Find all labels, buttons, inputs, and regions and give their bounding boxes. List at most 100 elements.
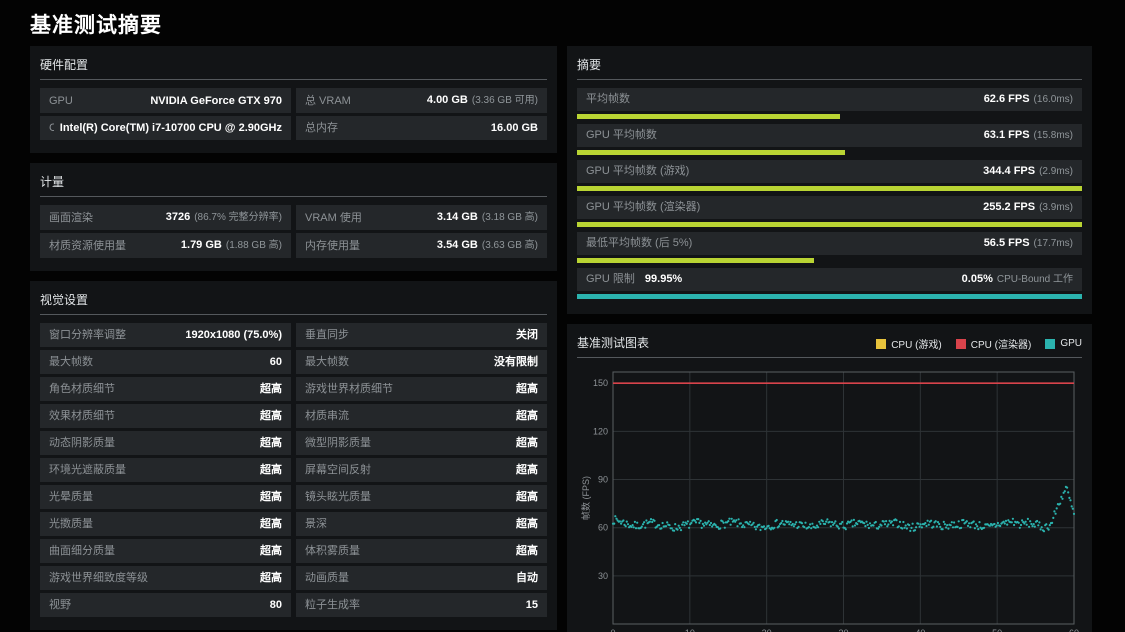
summary-row-left: GPU 限制 99.95% bbox=[586, 272, 682, 287]
cell-label: 曲面细分质量 bbox=[49, 545, 115, 557]
summary-bar bbox=[577, 258, 815, 263]
cell-value: 4.00 GB bbox=[426, 94, 468, 106]
hardware-panel: 硬件配置 GPU NVIDIA GeForce GTX 970 总 VRAM 4… bbox=[30, 46, 557, 153]
summary-label: GPU 平均帧数 (游戏) bbox=[586, 165, 690, 177]
cell-value: 超高 bbox=[260, 545, 282, 557]
legend-label: CPU (渲染器) bbox=[970, 340, 1032, 351]
cell-label: 角色材质细节 bbox=[49, 383, 115, 395]
data-row: 光擞质量 超高 景深 超高 bbox=[40, 512, 547, 536]
summary-bar bbox=[577, 150, 845, 155]
data-cell-right: 动画质量 自动 bbox=[296, 566, 547, 590]
summary-bar-track bbox=[577, 222, 1082, 227]
summary-row-line: GPU 平均帧数 63.1 FPS (15.8ms) bbox=[577, 124, 1082, 147]
summary-label: GPU 平均帧数 (渲染器) bbox=[586, 201, 701, 213]
summary-note: (2.9ms) bbox=[1039, 166, 1073, 177]
data-row: 曲面细分质量 超高 体积雾质量 超高 bbox=[40, 539, 547, 563]
cell-label: 游戏世界材质细节 bbox=[305, 383, 393, 395]
cell-value: 3726 bbox=[165, 211, 191, 223]
cell-value: 超高 bbox=[260, 491, 282, 503]
cell-values: 自动 bbox=[516, 571, 538, 585]
data-row: 视野 80 粒子生成率 15 bbox=[40, 593, 547, 617]
summary-values: 255.2 FPS (3.9ms) bbox=[983, 200, 1073, 215]
cell-label: 微型阴影质量 bbox=[305, 437, 371, 449]
summary-row-left: GPU 平均帧数 (渲染器) bbox=[586, 200, 700, 215]
summary-row: 平均帧数 62.6 FPS (16.0ms) bbox=[577, 88, 1082, 119]
cell-values: 超高 bbox=[260, 571, 282, 585]
data-cell-right: 体积雾质量 超高 bbox=[296, 539, 547, 563]
cell-value: 80 bbox=[269, 599, 282, 611]
cell-label: 最大帧数 bbox=[49, 356, 93, 368]
svg-text:60: 60 bbox=[1069, 628, 1079, 632]
legend-label: GPU bbox=[1060, 338, 1082, 349]
data-cell-right: 总 VRAM 4.00 GB (3.36 GB 可用) bbox=[296, 88, 547, 113]
svg-text:帧数 (FPS): 帧数 (FPS) bbox=[580, 476, 591, 520]
cell-value: 15 bbox=[525, 599, 538, 611]
cell-note: (3.18 GB 高) bbox=[481, 212, 538, 223]
cell-values: 超高 bbox=[516, 463, 538, 477]
data-cell-left: 窗口分辨率调整 1920x1080 (75.0%) bbox=[40, 323, 291, 347]
summary-values: 63.1 FPS (15.8ms) bbox=[984, 128, 1073, 143]
cell-value: 关闭 bbox=[516, 329, 538, 341]
summary-label: GPU 平均帧数 bbox=[586, 129, 657, 141]
cell-note: (3.36 GB 可用) bbox=[471, 95, 538, 106]
content: 硬件配置 GPU NVIDIA GeForce GTX 970 总 VRAM 4… bbox=[0, 46, 1125, 632]
data-row: 画面渲染 3726 (86.7% 完整分辨率) VRAM 使用 3.14 GB (3… bbox=[40, 205, 547, 230]
chart-header: 基准测试图表 CPU (游戏) CPU (渲染器) GPU bbox=[577, 332, 1082, 358]
summary-panel: 摘要 平均帧数 62.6 FPS (16.0ms) GPU 平均帧数 63.1 F… bbox=[567, 46, 1092, 314]
svg-text:10: 10 bbox=[685, 628, 695, 632]
data-cell-left: 环境光遮蔽质量 超高 bbox=[40, 458, 291, 482]
summary-inline-value: 99.95% bbox=[644, 273, 683, 285]
data-row: 游戏世界细致度等级 超高 动画质量 自动 bbox=[40, 566, 547, 590]
cell-values: 3726 (86.7% 完整分辨率) bbox=[166, 210, 282, 225]
cell-value: 超高 bbox=[516, 410, 538, 422]
cell-value: 超高 bbox=[516, 545, 538, 557]
data-cell-left: GPU NVIDIA GeForce GTX 970 bbox=[40, 88, 291, 113]
cell-values: 1.79 GB (1.88 GB 高) bbox=[181, 238, 282, 253]
data-cell-left: 视野 80 bbox=[40, 593, 291, 617]
cell-label: 体积雾质量 bbox=[305, 545, 360, 557]
cell-value: 1.79 GB bbox=[180, 239, 222, 251]
cell-values: 超高 bbox=[260, 463, 282, 477]
data-row: 最大帧数 60 最大帧数 没有限制 bbox=[40, 350, 547, 374]
cell-values: 1920x1080 (75.0%) bbox=[185, 328, 282, 342]
chart-panel: 基准测试图表 CPU (游戏) CPU (渲染器) GPU 30 60 90 120 1… bbox=[567, 324, 1092, 632]
summary-row-line: 平均帧数 62.6 FPS (16.0ms) bbox=[577, 88, 1082, 111]
cell-label: 材质串流 bbox=[305, 410, 349, 422]
data-cell-right: 内存使用量 3.54 GB (3.63 GB 高) bbox=[296, 233, 547, 258]
visual-settings-rows: 窗口分辨率调整 1920x1080 (75.0%) 垂直同步 关闭 最大帧数 6… bbox=[40, 323, 547, 617]
summary-row-line: 最低平均帧数 (后 5%) 56.5 FPS (17.7ms) bbox=[577, 232, 1082, 255]
cell-values: 超高 bbox=[260, 517, 282, 531]
cell-label: 最大帧数 bbox=[305, 356, 349, 368]
cell-value: 超高 bbox=[516, 518, 538, 530]
cell-label: 光擞质量 bbox=[49, 518, 93, 530]
cell-values: 超高 bbox=[516, 544, 538, 558]
data-cell-left: 材质资源使用量 1.79 GB (1.88 GB 高) bbox=[40, 233, 291, 258]
data-row: 窗口分辨率调整 1920x1080 (75.0%) 垂直同步 关闭 bbox=[40, 323, 547, 347]
cell-value: 超高 bbox=[516, 437, 538, 449]
data-row: 环境光遮蔽质量 超高 屏幕空间反射 超高 bbox=[40, 458, 547, 482]
cell-value: 自动 bbox=[516, 572, 538, 584]
summary-bar-track bbox=[577, 186, 1082, 191]
data-row: 角色材质细节 超高 游戏世界材质细节 超高 bbox=[40, 377, 547, 401]
legend-item: GPU bbox=[1045, 338, 1082, 349]
summary-label: GPU 限制 bbox=[586, 273, 635, 285]
svg-text:20: 20 bbox=[762, 628, 772, 632]
cell-label: 内存使用量 bbox=[305, 239, 360, 252]
cell-value: 3.54 GB bbox=[436, 239, 478, 251]
svg-text:120: 120 bbox=[593, 426, 608, 436]
cell-label: 效果材质细节 bbox=[49, 410, 115, 422]
data-cell-left: 最大帧数 60 bbox=[40, 350, 291, 374]
cell-value: 超高 bbox=[260, 518, 282, 530]
summary-bar bbox=[577, 294, 1082, 299]
visual-settings-panel-title: 视觉设置 bbox=[40, 289, 547, 315]
svg-text:90: 90 bbox=[598, 475, 608, 485]
cell-values: NVIDIA GeForce GTX 970 bbox=[150, 94, 282, 108]
summary-value: 0.05% bbox=[961, 273, 993, 285]
data-cell-left: 游戏世界细致度等级 超高 bbox=[40, 566, 291, 590]
summary-note: (16.0ms) bbox=[1033, 94, 1073, 105]
cell-value: NVIDIA GeForce GTX 970 bbox=[150, 94, 282, 107]
right-column: 摘要 平均帧数 62.6 FPS (16.0ms) GPU 平均帧数 63.1 F… bbox=[567, 46, 1092, 632]
legend-swatch-icon bbox=[1045, 338, 1056, 349]
summary-row: GPU 限制 99.95% 0.05% CPU-Bound 工作 bbox=[577, 268, 1082, 299]
cell-values: 超高 bbox=[516, 436, 538, 450]
